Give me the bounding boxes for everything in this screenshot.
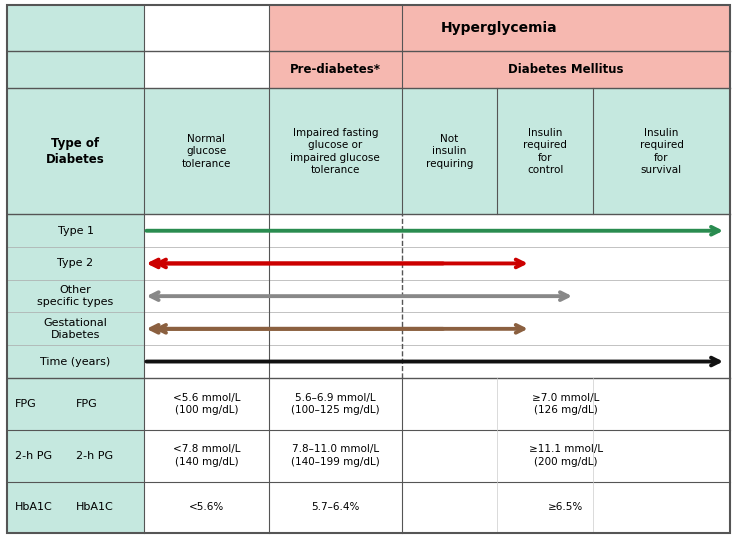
Text: 5.7–6.4%: 5.7–6.4%: [311, 502, 360, 512]
Text: 2-h PG: 2-h PG: [15, 451, 52, 460]
Text: Pre-diabetes*: Pre-diabetes*: [290, 63, 381, 76]
Bar: [7, 5, 144, 533]
Text: Diabetes Mellitus: Diabetes Mellitus: [508, 63, 624, 76]
Text: Other
specific types: Other specific types: [38, 285, 113, 307]
Text: HbA1C: HbA1C: [75, 502, 113, 512]
Text: ≥11.1 mmol/L
(200 mg/dL): ≥11.1 mmol/L (200 mg/dL): [528, 444, 603, 467]
Bar: [144, 88, 269, 214]
Text: Hyperglycemia: Hyperglycemia: [441, 21, 558, 35]
Text: <7.8 mmol/L
(140 mg/dL): <7.8 mmol/L (140 mg/dL): [172, 444, 240, 467]
Text: HbA1C: HbA1C: [15, 502, 52, 512]
Text: Normal
glucose
tolerance: Normal glucose tolerance: [182, 134, 231, 169]
Text: Type of
Diabetes: Type of Diabetes: [46, 137, 105, 166]
Bar: [269, 5, 730, 51]
Text: ≥7.0 mmol/L
(126 mg/dL): ≥7.0 mmol/L (126 mg/dL): [532, 392, 599, 415]
Text: 2-h PG: 2-h PG: [75, 451, 113, 460]
Text: Time (years): Time (years): [41, 356, 111, 367]
Text: Type 1: Type 1: [57, 226, 94, 236]
Text: FPG: FPG: [15, 399, 37, 409]
Text: ≥6.5%: ≥6.5%: [548, 502, 583, 512]
Text: 7.8–11.0 mmol/L
(140–199 mg/dL): 7.8–11.0 mmol/L (140–199 mg/dL): [291, 444, 380, 467]
Text: <5.6 mmol/L
(100 mg/dL): <5.6 mmol/L (100 mg/dL): [172, 392, 240, 415]
Bar: [269, 88, 730, 214]
Bar: [402, 51, 730, 88]
Text: Insulin
required
for
control: Insulin required for control: [523, 128, 567, 175]
Text: FPG: FPG: [75, 399, 97, 409]
Text: <5.6%: <5.6%: [189, 502, 224, 512]
Bar: [269, 51, 402, 88]
Text: Type 2: Type 2: [57, 258, 94, 269]
Text: Insulin
required
for
survival: Insulin required for survival: [640, 128, 683, 175]
Text: 5.6–6.9 mmol/L
(100–125 mg/dL): 5.6–6.9 mmol/L (100–125 mg/dL): [291, 392, 380, 415]
Text: Not
insulin
requiring: Not insulin requiring: [426, 134, 473, 169]
Text: Gestational
Diabetes: Gestational Diabetes: [43, 318, 108, 340]
Text: Impaired fasting
glucose or
impaired glucose
tolerance: Impaired fasting glucose or impaired glu…: [290, 128, 380, 175]
